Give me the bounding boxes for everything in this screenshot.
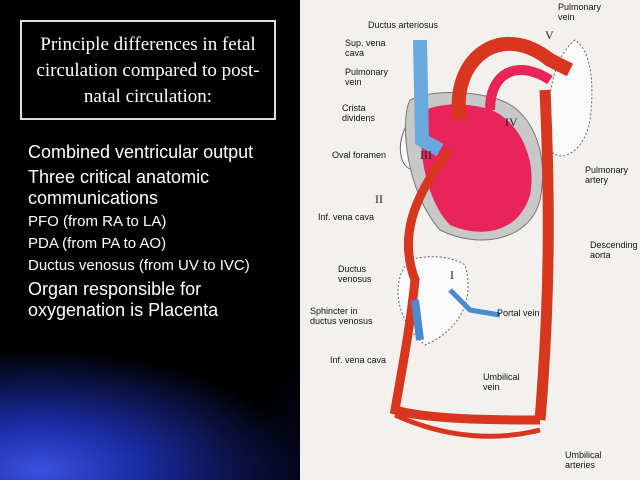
bullet: Three critical anatomic communications (28, 167, 210, 208)
diagram-label: Oval foramen (332, 150, 387, 160)
region-numeral: IV (505, 115, 518, 129)
diagram-label: Ductus venosus (338, 264, 372, 284)
diagram-label: Descending aorta (590, 240, 638, 260)
region-numeral: II (375, 192, 383, 206)
bullet: Combined ventricular output (28, 142, 254, 162)
bullet: PDA (from PA to AO) (28, 235, 167, 252)
slide-title: Principle differences in fetal circulati… (20, 20, 276, 120)
diagram-label: Pulmonary vein (345, 67, 389, 87)
diagram-label: Pulmonary vein (558, 2, 602, 22)
region-numeral: I (450, 268, 454, 282)
diagram-label: Umbilical arteries (565, 450, 602, 470)
diagram-label: Umbilical vein (483, 372, 520, 392)
bullet: PFO (from RA to LA) (28, 213, 167, 230)
bullet-list: Combined ventricular output Three critica… (28, 142, 268, 325)
bullet: Ductus venosus (from UV to IVC) (28, 257, 250, 274)
region-numeral: III (420, 148, 432, 162)
diagram-label: Sup. vena cava (345, 38, 386, 58)
region-numeral: V (545, 28, 554, 42)
diagram-label: Inf. vena cava (318, 212, 375, 222)
diagram-label: Sphincter in ductus venosus (310, 306, 373, 326)
bullet: Organ responsible for oxygenation is Pla… (28, 279, 219, 320)
diagram-label: Ductus arteriosus (368, 20, 439, 30)
diagram-label: Pulmonary artery (585, 165, 629, 185)
diagram-label: Portal vein (497, 308, 540, 318)
circulation-drawing (389, 36, 593, 439)
diagram-label: Crista dividens (342, 103, 376, 123)
diagram-label: Inf. vena cava (330, 355, 387, 365)
illustration: Pulmonary vein Ductus arteriosus Sup. vena… (300, 0, 640, 480)
